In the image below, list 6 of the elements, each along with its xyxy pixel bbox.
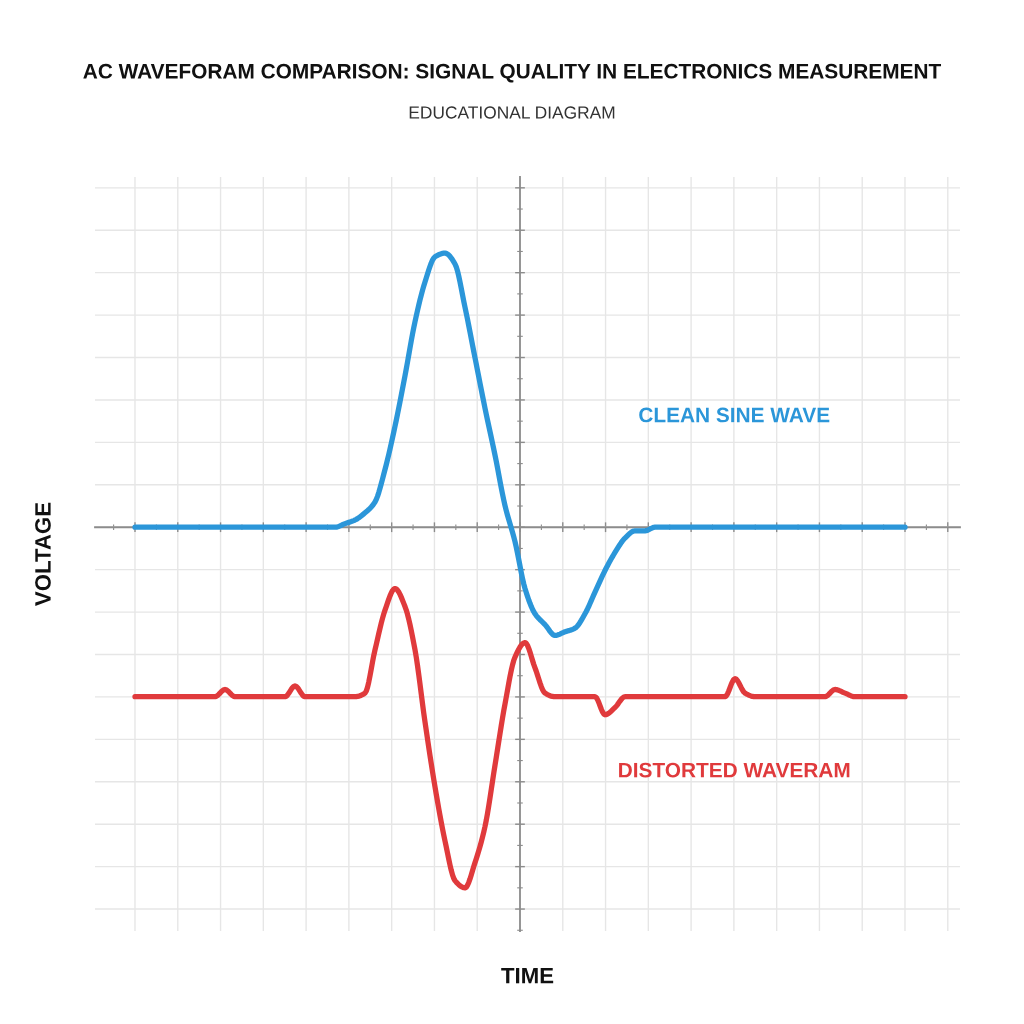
text: CLEAN SINE WAVE (639, 407, 830, 423)
chart-subtitle: EDUCATIONAL DIAGRAM (409, 106, 615, 119)
y-axis-title: VOLTAGE (35, 502, 51, 606)
x-axis-title: TIME (501, 968, 554, 984)
chart-title: AC WAVEFORAM COMPARISON: SIGNAL QUALITY IN ELECTRONICS MEASUREMENT (83, 63, 942, 83)
text: DISTORTED WAVERAM (619, 762, 850, 778)
